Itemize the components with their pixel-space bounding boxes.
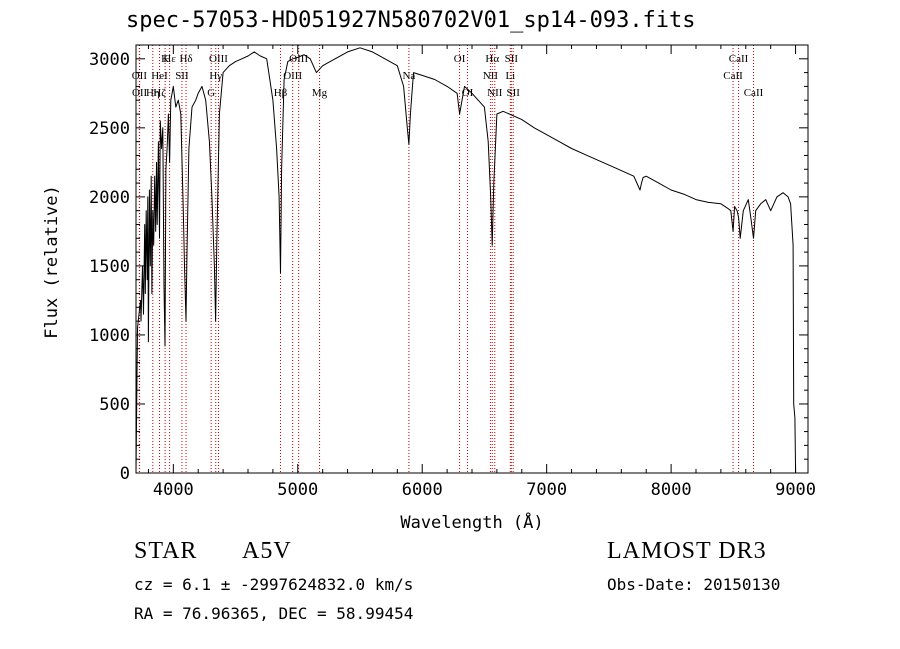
line-label-16: Na xyxy=(402,70,415,82)
line-label-8: Hδ xyxy=(179,53,192,65)
obs-date: Obs-Date: 20150130 xyxy=(607,575,781,594)
x-tick-label-9000: 9000 xyxy=(775,480,816,500)
line-label-25: CaII xyxy=(729,53,749,65)
chart-title: spec-57053-HD051927N580702V01_sp14-093.f… xyxy=(126,8,696,33)
y-tick-label-2500: 2500 xyxy=(89,119,130,139)
line-label-5: K xyxy=(161,53,169,65)
y-tick-label-0: 0 xyxy=(120,464,130,484)
x-tick-label-5000: 5000 xyxy=(277,480,318,500)
line-label-21: NII xyxy=(487,87,503,99)
y-tick-label-3000: 3000 xyxy=(89,50,130,70)
line-label-17: OI xyxy=(454,53,466,65)
line-label-4: Hζ xyxy=(153,87,166,99)
line-label-14: OIII xyxy=(289,53,308,65)
line-label-18: OI xyxy=(462,87,474,99)
axis-ticks: 4000 5000 6000 7000 8000 9000 0 500 1000 1500 2000… xyxy=(89,45,816,500)
line-label-2: OII xyxy=(132,87,148,99)
line-label-13: OIII xyxy=(283,70,302,82)
y-tick-label-1000: 1000 xyxy=(89,326,130,346)
object-class: STAR xyxy=(134,538,198,564)
line-label-24: SII xyxy=(506,87,520,99)
line-label-9: OIII xyxy=(209,53,228,65)
line-label-19: Hα xyxy=(485,53,499,65)
y-axis-label: Flux (relative) xyxy=(42,185,62,339)
y-tick-label-1500: 1500 xyxy=(89,257,130,277)
spectral-line-markers xyxy=(138,45,754,473)
coordinates: RA = 76.96365, DEC = 58.99454 xyxy=(134,604,414,623)
x-axis-label: Wavelength (Å) xyxy=(400,511,543,533)
line-label-10: Hγ xyxy=(209,70,222,82)
line-label-1: OII xyxy=(132,70,148,82)
x-tick-label-8000: 8000 xyxy=(651,480,692,500)
spectrum-series xyxy=(135,47,797,474)
line-label-11: G xyxy=(207,87,215,99)
line-label-12: Hβ xyxy=(274,87,288,99)
series-line-0 xyxy=(135,47,797,474)
x-tick-label-7000: 7000 xyxy=(526,480,567,500)
line-label-23: Li xyxy=(505,70,515,82)
line-label-15: Mg xyxy=(312,87,328,99)
line-label-3: Hη xyxy=(146,87,160,99)
plot-frame xyxy=(135,44,809,474)
object-subclass: A5V xyxy=(242,538,292,564)
chart-axes xyxy=(135,44,809,474)
line-label-26: CaII xyxy=(723,70,743,82)
line-label-22: SII xyxy=(505,53,519,65)
line-label-6: HeI xyxy=(151,70,168,82)
line-label-0: Hε xyxy=(163,53,176,65)
x-tick-label-6000: 6000 xyxy=(402,480,443,500)
line-label-7: SII xyxy=(175,70,189,82)
line-label-20: NII xyxy=(483,70,499,82)
survey-name: LAMOST DR3 xyxy=(607,538,767,564)
line-label-27: CaII xyxy=(744,87,764,99)
x-tick-label-4000: 4000 xyxy=(153,480,194,500)
y-tick-label-500: 500 xyxy=(99,395,130,415)
redshift-line: cz = 6.1 ± -2997624832.0 km/s xyxy=(134,575,414,594)
y-tick-label-2000: 2000 xyxy=(89,188,130,208)
